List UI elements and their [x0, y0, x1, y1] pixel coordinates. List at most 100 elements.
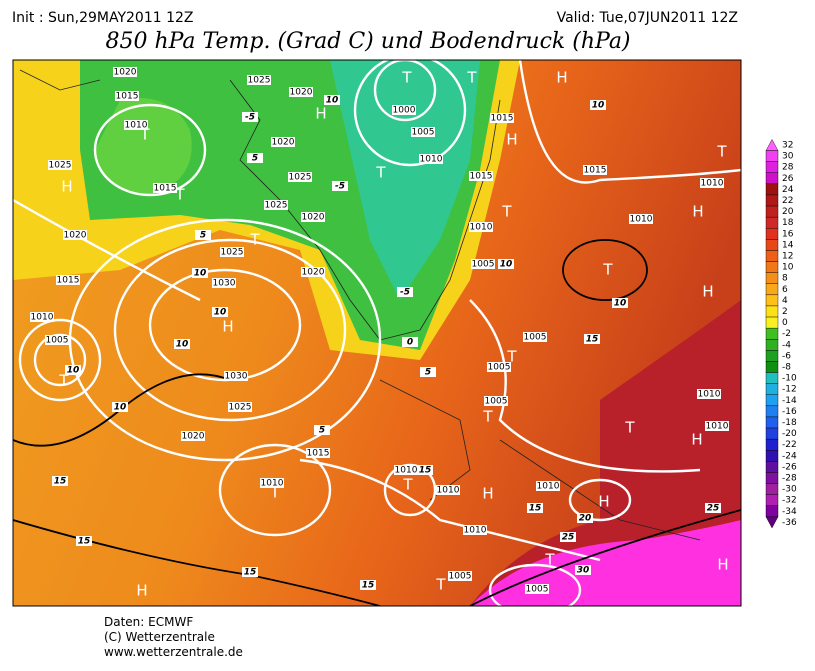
isobar-label-bg	[30, 312, 54, 322]
pressure-system: T	[602, 261, 613, 279]
temperature-label-bg	[76, 536, 92, 546]
temperature-label: 15	[419, 466, 432, 476]
isobar-label: 1010	[261, 479, 284, 489]
colorbar-label: -32	[782, 496, 797, 506]
temperature-label-bg	[498, 259, 514, 269]
isobar-label-bg	[45, 335, 69, 345]
temperature-label: 10	[614, 299, 627, 309]
colorbar-swatch	[765, 305, 779, 318]
colorbar-swatch	[765, 350, 779, 362]
isobar-label-bg	[487, 362, 511, 372]
colorbar-label: -4	[782, 340, 791, 350]
colorbar-label: 26	[782, 174, 794, 184]
isobar-label-bg	[113, 67, 137, 77]
colorbar-swatch	[765, 228, 779, 240]
temperature-label-bg	[577, 513, 593, 523]
isobar-label-bg	[411, 127, 435, 137]
pressure-system: T	[139, 126, 150, 144]
colorbar-swatch	[765, 239, 779, 251]
footer-line: Daten: ECMWF	[104, 615, 193, 629]
isobar-label: 1010	[698, 390, 721, 400]
temperature-label: 15	[78, 537, 91, 547]
colorbar-swatch	[765, 472, 779, 484]
colorbar-label: -6	[782, 351, 791, 361]
colorbar-label: 28	[782, 163, 794, 173]
isobar-label: 1020	[290, 88, 313, 98]
pressure-system: H	[691, 431, 702, 449]
init-time: Init : Sun,29MAY2011 12Z	[12, 10, 194, 26]
colorbar-label: 0	[782, 318, 788, 328]
temperature-label: 20	[579, 514, 592, 524]
colorbar-swatch	[765, 294, 779, 307]
colorbar-swatch	[765, 172, 779, 185]
isobar-label: 1020	[302, 213, 325, 223]
temperature-label-bg	[314, 425, 330, 435]
colorbar-swatch	[765, 394, 779, 407]
pressure-system: H	[717, 556, 728, 574]
pressure-system: H	[136, 582, 147, 600]
colorbar-swatch	[765, 383, 779, 395]
isobar-label-bg	[63, 230, 87, 240]
colorbar-swatch	[765, 316, 779, 329]
temperature-label: 15	[244, 568, 257, 578]
temperature-label-bg	[112, 402, 128, 412]
pressure-system: H	[315, 105, 326, 123]
isobar-label-bg	[490, 113, 514, 123]
pressure-system: T	[375, 164, 386, 182]
colorbar-label: 20	[782, 207, 794, 217]
temperature-label: 15	[54, 477, 67, 487]
isobar-label: 1005	[449, 572, 472, 582]
isobar-label-bg	[289, 87, 313, 97]
isobar-label-bg	[48, 160, 72, 170]
isobar-label: 1015	[470, 172, 493, 182]
isobar-label: 1005	[485, 397, 508, 407]
map-title: 850 hPa Temp. (Grad C) und Bodendruck (h…	[105, 29, 630, 54]
colorbar-swatch	[765, 194, 779, 207]
colorbar-swatch	[765, 405, 779, 418]
colorbar-label: -16	[782, 407, 797, 417]
pressure-system: H	[692, 203, 703, 221]
isobar-label: 1010	[706, 422, 729, 432]
pressure-system: T	[716, 143, 727, 161]
isobar-label: 1010	[31, 313, 54, 323]
colorbar-label: 8	[782, 274, 788, 284]
colorbar-label: 10	[782, 263, 794, 273]
colorbar-swatch	[765, 161, 779, 173]
pressure-system: T	[249, 231, 260, 249]
temperature-label-bg	[212, 307, 228, 317]
temperature-label-bg	[560, 532, 576, 542]
temperature-label: -5	[335, 182, 345, 192]
pressure-system: T	[506, 348, 517, 366]
isobar-label-bg	[583, 165, 607, 175]
isobar-label-bg	[392, 105, 416, 115]
temperature-label-bg	[402, 337, 418, 347]
pressure-system: T	[402, 476, 413, 494]
colorbar-label: 16	[782, 229, 794, 239]
isobar-label: 1015	[154, 184, 177, 194]
pressure-system: T	[174, 186, 185, 204]
isobar-label-bg	[448, 571, 472, 581]
temperature-label-bg	[584, 334, 600, 344]
isobar-label: 1030	[213, 279, 236, 289]
pressure-system: T	[58, 372, 69, 390]
isobar-label: 1005	[472, 260, 495, 270]
isobar-label-bg	[220, 247, 244, 257]
temperature-label-bg	[705, 503, 721, 513]
isobar-label: 1005	[488, 363, 511, 373]
isobar-label: 1010	[437, 486, 460, 496]
isobar-label: 1010	[470, 223, 493, 233]
temperature-label: 5	[252, 154, 258, 164]
colorbar-label: -12	[782, 385, 797, 395]
colorbar-label: -8	[782, 363, 791, 373]
temperature-label: 5	[425, 368, 431, 378]
isobar-label-bg	[436, 485, 460, 495]
isobar-label-bg	[629, 214, 653, 224]
temperature-label-bg	[242, 112, 258, 122]
temperature-label-bg	[575, 565, 591, 575]
colorbar-label: 30	[782, 152, 794, 162]
temperature-label: 10	[194, 269, 207, 279]
colorbar-label: -36	[782, 518, 797, 528]
footer-line: (C) Wetterzentrale	[104, 630, 215, 644]
pressure-system: T	[466, 69, 477, 87]
